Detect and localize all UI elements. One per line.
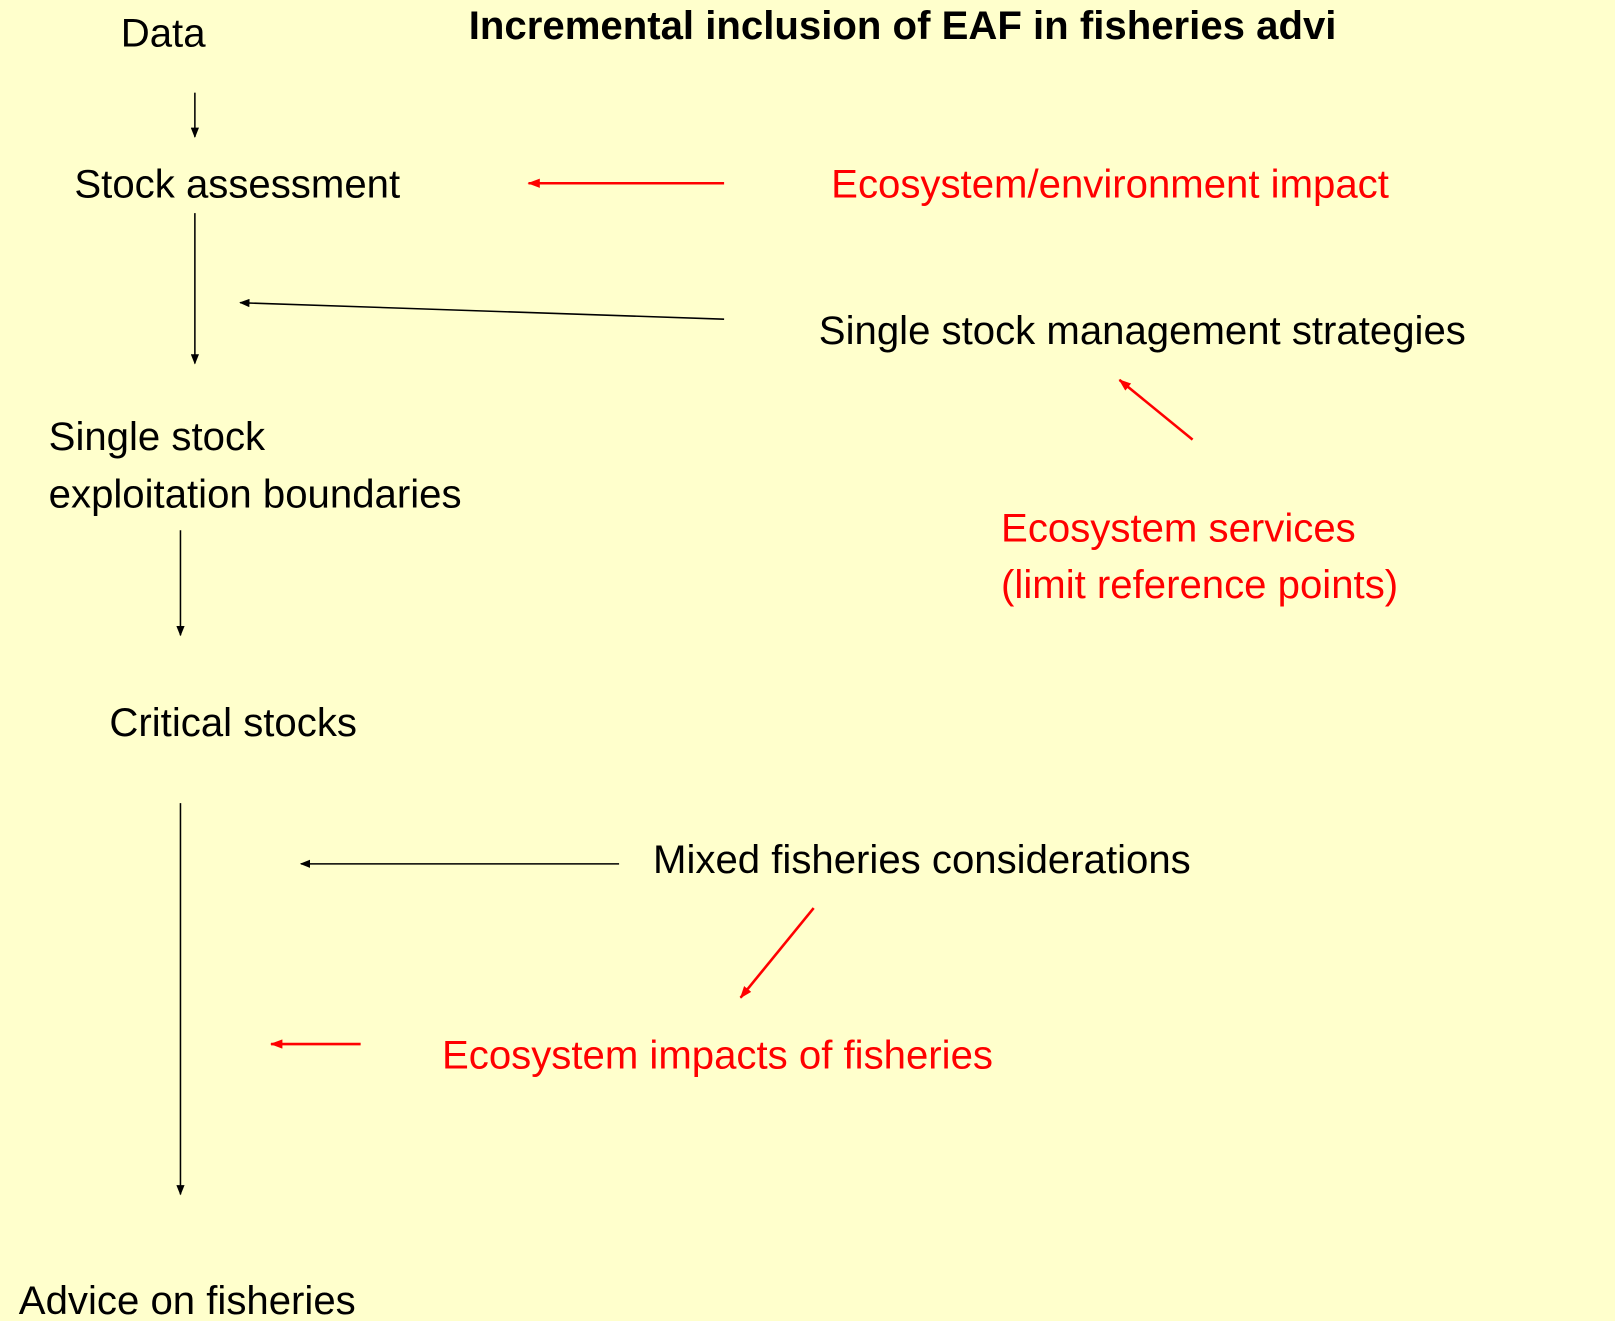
arrow <box>1118 378 1194 441</box>
input-label: Ecosystem services <box>1001 506 1356 551</box>
node-label: Data <box>121 10 206 55</box>
arrow <box>739 907 815 999</box>
title: Incremental inclusion of EAF in fisherie… <box>469 3 1337 48</box>
node-label: Single stock <box>49 414 266 459</box>
black-arrows <box>176 92 725 1196</box>
input-label: Ecosystem/environment impact <box>831 162 1389 207</box>
input-label: Ecosystem impacts of fisheries <box>442 1033 993 1078</box>
input-label: Mixed fisheries considerations <box>653 837 1191 882</box>
node-label: exploitation boundaries <box>49 472 462 517</box>
red-arrows <box>270 178 1194 1049</box>
node-label: Stock assessment <box>74 162 400 207</box>
arrow <box>239 298 725 320</box>
node-label: Critical stocks <box>109 700 357 745</box>
input-label: Single stock management strategies <box>819 308 1466 353</box>
input-label: (limit reference points) <box>1001 562 1398 607</box>
node-label: Advice on fisheries <box>19 1278 356 1321</box>
